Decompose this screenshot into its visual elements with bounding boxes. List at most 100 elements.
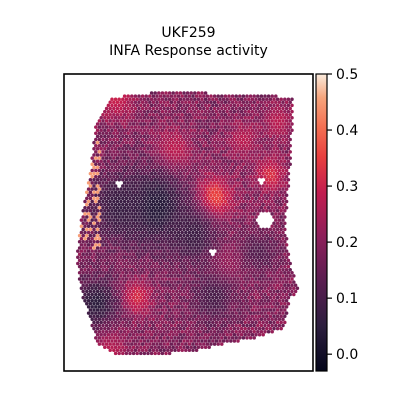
spot [281,311,285,315]
spot [86,187,91,191]
spot [254,159,258,163]
spot [218,246,222,250]
spot [243,252,247,256]
spot [225,147,229,151]
spot [241,218,246,222]
spot [211,153,215,157]
spot [283,178,287,182]
spot [101,286,105,291]
spot [252,243,256,247]
spot [167,314,172,318]
spot [160,252,165,256]
spot [175,171,179,176]
spot [180,125,184,129]
spot [130,205,134,210]
spot [101,119,105,123]
spot [146,147,150,151]
spot [164,314,168,318]
spot [83,243,87,247]
spot [229,326,233,331]
spot [139,103,143,108]
spot [176,280,181,284]
spot [275,215,280,219]
spot [149,109,154,114]
spot [189,295,193,300]
spot [86,218,91,222]
spot [239,134,244,139]
spot [261,196,265,201]
spot [86,267,91,272]
spot [202,286,206,291]
spot [169,292,174,297]
spot [290,109,294,114]
spot [220,212,224,216]
spot [241,224,246,229]
spot [175,227,179,232]
spot [257,246,262,250]
spot [248,292,253,297]
spot [151,205,156,210]
spot [180,298,184,303]
spot [113,128,118,132]
spot [184,181,188,185]
spot [135,196,139,201]
spot [196,134,201,139]
spot [164,122,168,126]
spot [113,221,118,225]
spot [239,97,244,101]
spot [139,302,143,306]
spot [202,150,206,154]
spot [146,202,150,207]
spot [212,212,217,216]
spot [194,230,199,235]
spot [288,112,292,117]
spot [180,261,184,266]
spot [252,174,256,179]
spot [144,323,148,328]
spot [128,184,132,188]
spot [238,205,242,210]
spot [184,280,188,284]
spot [283,122,287,126]
spot [124,209,129,213]
spot [113,140,118,145]
spot [238,125,242,129]
spot [158,317,163,322]
spot [142,289,147,294]
spot [106,159,111,163]
spot [142,295,147,300]
spot [92,264,96,269]
spot [128,227,132,232]
spot [182,109,186,114]
spot [234,100,238,105]
spot [148,261,152,266]
spot [187,292,192,297]
spot [187,143,192,148]
spot [220,199,224,204]
spot [239,333,244,337]
spot [238,286,242,291]
spot [274,298,278,303]
spot [229,277,233,281]
spot [178,159,183,163]
spot [283,277,287,281]
spot [272,202,276,207]
spot [94,286,98,291]
spot [279,103,283,108]
spot [281,193,285,198]
spot [252,187,256,191]
spot [214,302,219,306]
spot [223,131,228,136]
spot [187,305,192,309]
spot [263,119,267,123]
spot [133,305,138,309]
spot [92,314,96,318]
spot [164,165,168,170]
spot [166,311,170,315]
spot [232,227,237,232]
spot [202,168,206,173]
spot [216,305,220,309]
spot [106,171,111,176]
spot [140,286,145,291]
spot [131,190,136,194]
